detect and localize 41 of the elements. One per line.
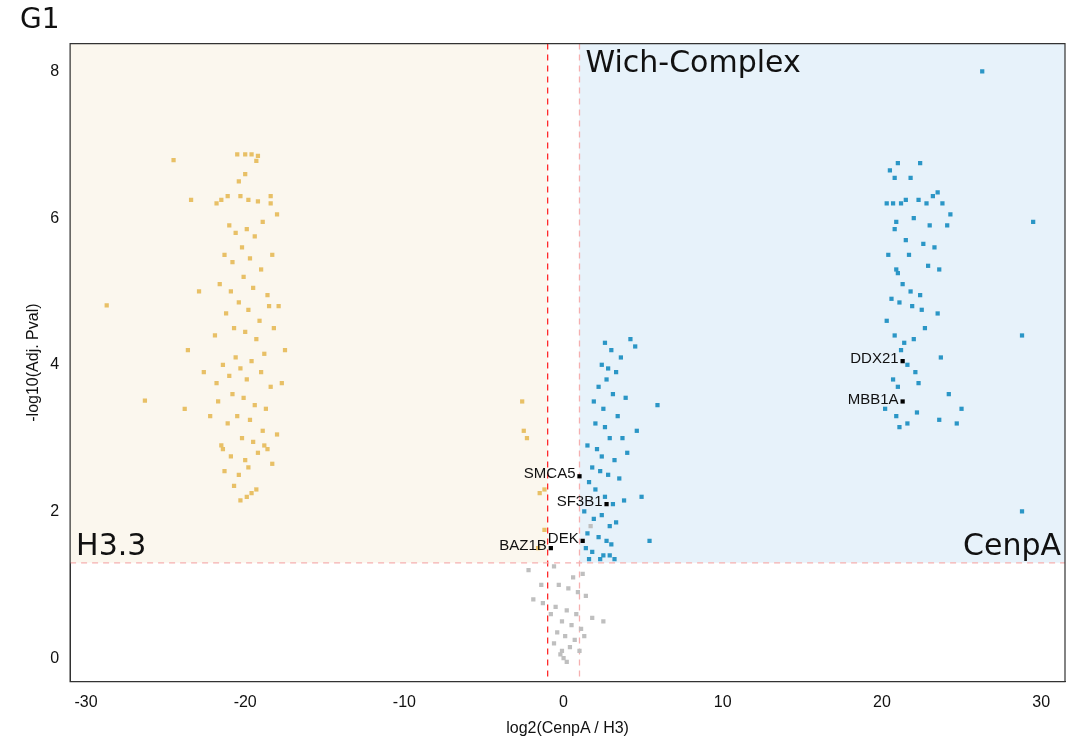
y-tick-label: 8 <box>50 61 60 79</box>
band-label: H3.3 <box>76 526 147 562</box>
point <box>555 630 560 635</box>
x-tick-label: 30 <box>1032 692 1051 710</box>
point <box>526 568 531 573</box>
point <box>551 564 557 569</box>
point <box>601 619 606 624</box>
x-tick-label: 10 <box>713 692 732 710</box>
point <box>564 608 569 613</box>
annotation: DDX21 <box>850 349 899 367</box>
point <box>900 399 905 404</box>
y-tick-label: 4 <box>50 355 60 373</box>
y-tick-label: 0 <box>50 648 60 666</box>
x-tick-label: -20 <box>233 692 257 710</box>
chart-title: G1 <box>20 2 60 36</box>
point <box>571 575 576 580</box>
x-tick-label: 0 <box>559 692 569 710</box>
annotation: MBB1A <box>847 389 899 407</box>
point <box>577 474 582 479</box>
annotation: SMCA5 <box>523 464 576 482</box>
annotation: BAZ1B <box>499 536 547 554</box>
point <box>577 648 582 653</box>
y-axis-title: -log10(Adj. Pval) <box>24 303 42 422</box>
x-axis-title: log2(CenpA / H3) <box>506 718 629 736</box>
point <box>566 586 571 591</box>
x-tick-label: 20 <box>873 692 891 710</box>
y-tick-label: 2 <box>50 501 60 519</box>
x-tick-label: -30 <box>74 692 98 710</box>
annotation: DEK <box>547 528 579 546</box>
point <box>531 597 536 602</box>
point <box>569 623 574 628</box>
band-label: CenpA <box>963 526 1062 562</box>
point <box>558 652 563 657</box>
y-tick-label: 6 <box>50 208 60 226</box>
annotation: SF3B1 <box>556 492 603 510</box>
point <box>551 641 557 646</box>
point <box>559 619 565 624</box>
ref-line-label: Wich-Complex <box>585 44 801 80</box>
point <box>553 604 558 609</box>
x-tick-label: -10 <box>392 692 417 710</box>
point <box>604 502 609 507</box>
